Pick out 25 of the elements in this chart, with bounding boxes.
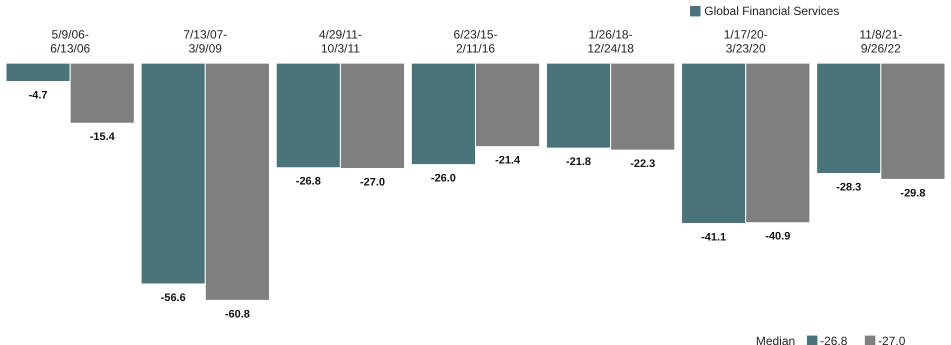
text: -26.8 xyxy=(820,334,848,345)
x-tick-label: 4/29/11-10/3/11 xyxy=(318,28,362,56)
data-label: -21.8 xyxy=(566,156,592,168)
x-tick-label: 11/8/21-9/26/22 xyxy=(859,28,902,56)
data-label: -29.8 xyxy=(900,187,926,200)
data-label: -26.8 xyxy=(296,176,321,188)
data-label: -41.1 xyxy=(701,231,726,244)
x-tick-label: 7/13/07-3/9/09 xyxy=(183,28,228,56)
text: Median xyxy=(756,334,796,345)
data-label: -40.9 xyxy=(765,230,790,243)
data-label: -22.3 xyxy=(630,158,656,170)
x-tick-label: 1/26/18-12/24/18 xyxy=(587,28,634,56)
data-label: -28.3 xyxy=(836,182,862,194)
data-label: -15.4 xyxy=(90,131,116,144)
text: -27.0 xyxy=(878,334,906,345)
x-tick-label: 1/17/20-3/23/20 xyxy=(724,28,768,56)
data-label: -26.0 xyxy=(430,172,456,185)
data-label: -60.8 xyxy=(224,308,250,320)
data-label: -27.0 xyxy=(360,176,385,188)
x-tick-label: 6/23/15-2/11/16 xyxy=(454,28,498,56)
data-label: -56.6 xyxy=(160,292,186,304)
data-label: -4.7 xyxy=(28,89,48,102)
x-tick-label: 5/9/06-6/13/06 xyxy=(50,28,90,56)
legend-label: Global Financial Services xyxy=(704,4,840,18)
data-label: -21.4 xyxy=(495,154,521,167)
